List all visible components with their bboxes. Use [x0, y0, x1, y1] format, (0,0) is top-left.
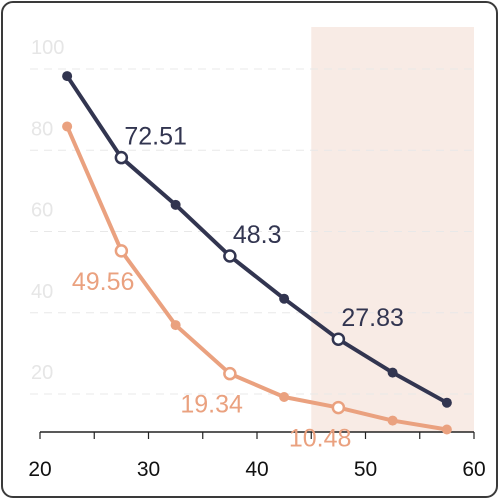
highlight-region	[311, 27, 474, 432]
data-point	[387, 367, 398, 378]
y-tick-label: 40	[31, 281, 53, 303]
data-label: 49.56	[72, 268, 135, 296]
y-tick-label: 20	[31, 362, 53, 384]
data-label: 48.3	[233, 221, 282, 249]
x-tick-label: 40	[245, 458, 268, 481]
series-line	[65, 74, 449, 405]
data-point-marker	[114, 150, 129, 165]
data-point	[279, 293, 290, 304]
grid-layer	[30, 68, 474, 395]
data-point	[279, 392, 290, 402]
data-label: 27.83	[341, 304, 404, 332]
series-line	[65, 124, 449, 432]
data-point	[441, 397, 452, 408]
x-tick-label: 50	[354, 458, 377, 481]
background-layer	[311, 27, 474, 432]
y-tick-label: 80	[31, 118, 53, 140]
label-layer: 72.51 48.3 27.83 49.56 19.34 10.48	[72, 123, 404, 453]
data-point-marker	[223, 366, 237, 381]
data-point	[62, 121, 73, 132]
data-point-marker	[331, 332, 346, 346]
data-label: 19.34	[180, 391, 243, 419]
data-point	[170, 320, 181, 331]
axis-layer: 20 40 60 80 100 20 30 40 50 60	[28, 37, 485, 481]
data-point	[387, 415, 398, 426]
data-label: 10.48	[289, 425, 352, 453]
data-point	[441, 424, 452, 435]
y-tick-label: 60	[31, 200, 53, 222]
data-point-marker	[331, 400, 346, 415]
data-label: 72.51	[124, 123, 187, 151]
series-layer	[62, 71, 452, 435]
y-tick-label: 100	[31, 37, 64, 59]
x-tick-label: 60	[462, 458, 485, 481]
data-point-marker	[223, 249, 237, 263]
x-tick-label: 20	[28, 458, 51, 481]
x-tick-label: 30	[137, 458, 160, 481]
data-point-marker	[114, 244, 129, 258]
data-point	[62, 71, 73, 82]
data-point	[170, 199, 181, 210]
